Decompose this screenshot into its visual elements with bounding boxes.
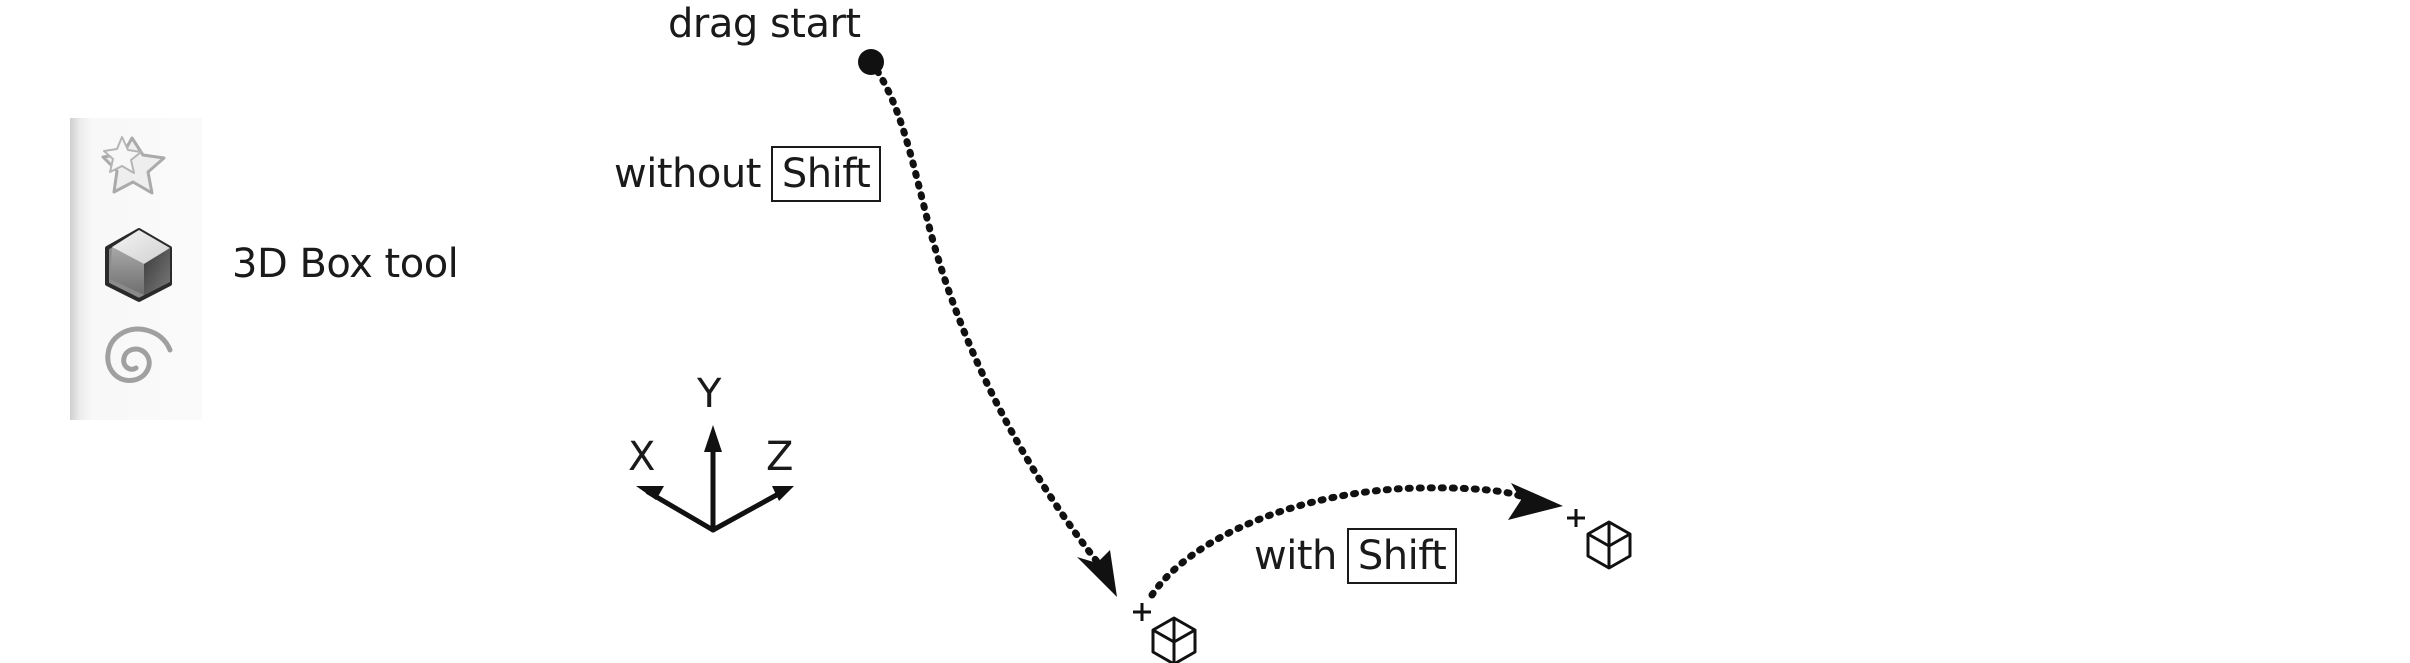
z-axis-line xyxy=(710,489,785,533)
arrowhead-without-shift xyxy=(1077,550,1117,597)
z-axis-label: Z xyxy=(766,434,793,480)
drag-path-without-shift xyxy=(867,58,1106,572)
axes-gizmo xyxy=(645,442,785,533)
x-axis-label: X xyxy=(628,434,655,480)
3d-box-cursor-icon-2 xyxy=(1586,520,1632,570)
without-text: without xyxy=(614,151,761,197)
crosshair-cursor-2 xyxy=(1567,509,1585,527)
without-shift-label: without Shift xyxy=(614,146,882,202)
spiral-tool-icon[interactable] xyxy=(105,326,173,383)
with-text: with xyxy=(1254,533,1337,579)
star-polygon-tool-icon[interactable] xyxy=(101,136,166,195)
shift-key-badge-1: Shift xyxy=(770,146,882,202)
z-axis-arrow xyxy=(772,486,794,501)
crosshair-cursor-1 xyxy=(1133,603,1151,621)
arrowhead-with-shift xyxy=(1508,483,1563,520)
x-axis-arrow xyxy=(636,486,664,500)
3d-box-tool-icon[interactable] xyxy=(105,228,172,302)
drag-path-with-shift xyxy=(1148,484,1524,599)
shift-key-badge-2: Shift xyxy=(1346,528,1458,584)
with-shift-label: with Shift xyxy=(1254,528,1458,584)
y-axis-label: Y xyxy=(697,371,721,417)
y-axis-arrow xyxy=(704,425,722,452)
x-axis-line xyxy=(645,489,716,533)
drag-start-label: drag start xyxy=(668,1,861,47)
tool-name-label: 3D Box tool xyxy=(232,241,459,287)
3d-box-cursor-icon-1 xyxy=(1151,616,1197,663)
